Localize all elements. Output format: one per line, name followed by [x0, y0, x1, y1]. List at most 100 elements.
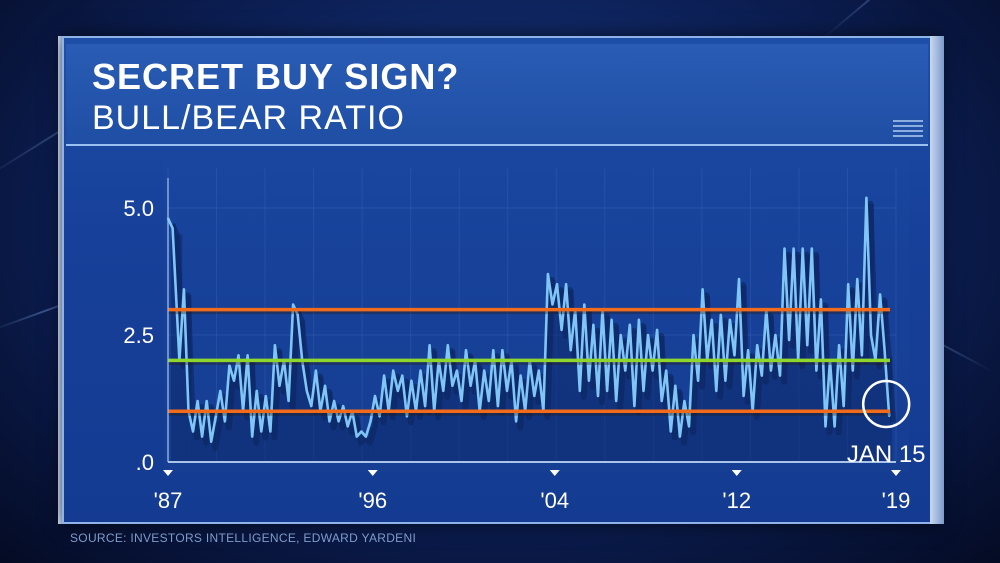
data-point [442, 390, 445, 392]
series-depth-column [714, 325, 720, 462]
data-point [342, 405, 345, 407]
series-depth-column [441, 366, 447, 462]
data-point [492, 349, 495, 352]
series-depth-column [773, 341, 779, 462]
x-tick-marker [163, 470, 173, 476]
data-point [171, 227, 174, 230]
series-depth-column [478, 366, 483, 462]
series-depth-column [314, 376, 319, 462]
data-point [633, 405, 636, 407]
series-depth-column [455, 376, 460, 462]
series-depth-column [191, 417, 197, 462]
data-point [346, 425, 349, 428]
series-depth-column [655, 335, 661, 462]
y-tick-label: 5.0 [123, 196, 154, 221]
series-depth-column [737, 285, 743, 462]
series-depth-column [728, 325, 733, 462]
data-point [615, 400, 617, 402]
data-point [879, 293, 881, 296]
series-depth-column [223, 396, 228, 462]
x-tick-label: '12 [722, 488, 751, 513]
x-tick-marker [731, 470, 742, 476]
data-point [720, 313, 722, 316]
data-point [460, 400, 463, 402]
series-depth-column [792, 254, 797, 462]
data-point [861, 354, 863, 357]
data-point [365, 435, 367, 438]
series-depth-column [810, 254, 815, 462]
series-depth-column [378, 401, 383, 462]
data-point [292, 303, 294, 306]
data-point [888, 415, 890, 418]
data-point [483, 369, 486, 372]
data-point [619, 334, 622, 336]
series-depth-column [400, 381, 406, 462]
data-point [729, 319, 731, 321]
series-depth-column [446, 351, 451, 462]
series-depth-column [364, 437, 369, 462]
x-tick-marker [549, 470, 560, 476]
data-point [738, 278, 740, 280]
data-point [356, 435, 358, 438]
data-point [274, 344, 276, 347]
data-point [715, 390, 718, 392]
data-point [469, 385, 472, 387]
series-depth-column [414, 386, 419, 462]
data-point [237, 354, 240, 357]
series-depth-column [591, 330, 597, 462]
series-depth-column [337, 407, 342, 462]
data-point [606, 390, 608, 392]
data-point [783, 247, 786, 250]
series-depth-column [509, 366, 515, 462]
data-point [779, 374, 781, 377]
data-point [246, 354, 249, 357]
data-point [328, 420, 331, 423]
data-point [306, 390, 308, 392]
source-note: SOURCE: INVESTORS INTELLIGENCE, EDWARD Y… [70, 531, 417, 545]
data-point [205, 400, 208, 402]
x-tick-label: '19 [882, 488, 911, 513]
data-point [565, 283, 567, 286]
series-depth-column [550, 280, 556, 462]
data-point [856, 278, 859, 280]
series-depth-column [687, 407, 692, 462]
data-point [397, 390, 399, 392]
data-point [374, 395, 376, 397]
data-point [820, 298, 822, 301]
data-point [583, 303, 586, 306]
annotation: JAN 15 [847, 379, 926, 468]
series-depth-column [171, 224, 176, 462]
axes [167, 178, 896, 463]
data-point [756, 344, 758, 347]
series-depth-column [651, 341, 656, 462]
title-block [66, 44, 928, 146]
data-point [833, 425, 836, 428]
series-depth-column [346, 412, 351, 462]
data-point [665, 369, 667, 372]
data-point [624, 369, 627, 372]
data-point [196, 400, 199, 402]
series-depth-column [505, 356, 510, 462]
data-point [465, 349, 467, 352]
chart-subtitle: BULL/BEAR RATIO [92, 99, 405, 137]
data-point [697, 379, 699, 382]
data-point [501, 349, 504, 352]
series-depth-column [564, 290, 570, 462]
data-point [515, 420, 517, 423]
data-point [638, 319, 640, 321]
data-point [811, 247, 813, 250]
data-point [533, 395, 536, 397]
series-depth-column [778, 341, 783, 462]
data-point [865, 197, 868, 199]
series-depth-column [300, 320, 306, 462]
data-point [447, 344, 449, 347]
series-depth-column [573, 315, 579, 462]
data-point [401, 374, 404, 377]
data-point [278, 385, 281, 387]
series-depth-column [537, 376, 542, 462]
data-point [597, 395, 599, 397]
series-depth-column [851, 290, 856, 462]
data-point [788, 339, 790, 341]
data-point [770, 369, 772, 372]
data-point [310, 405, 313, 407]
